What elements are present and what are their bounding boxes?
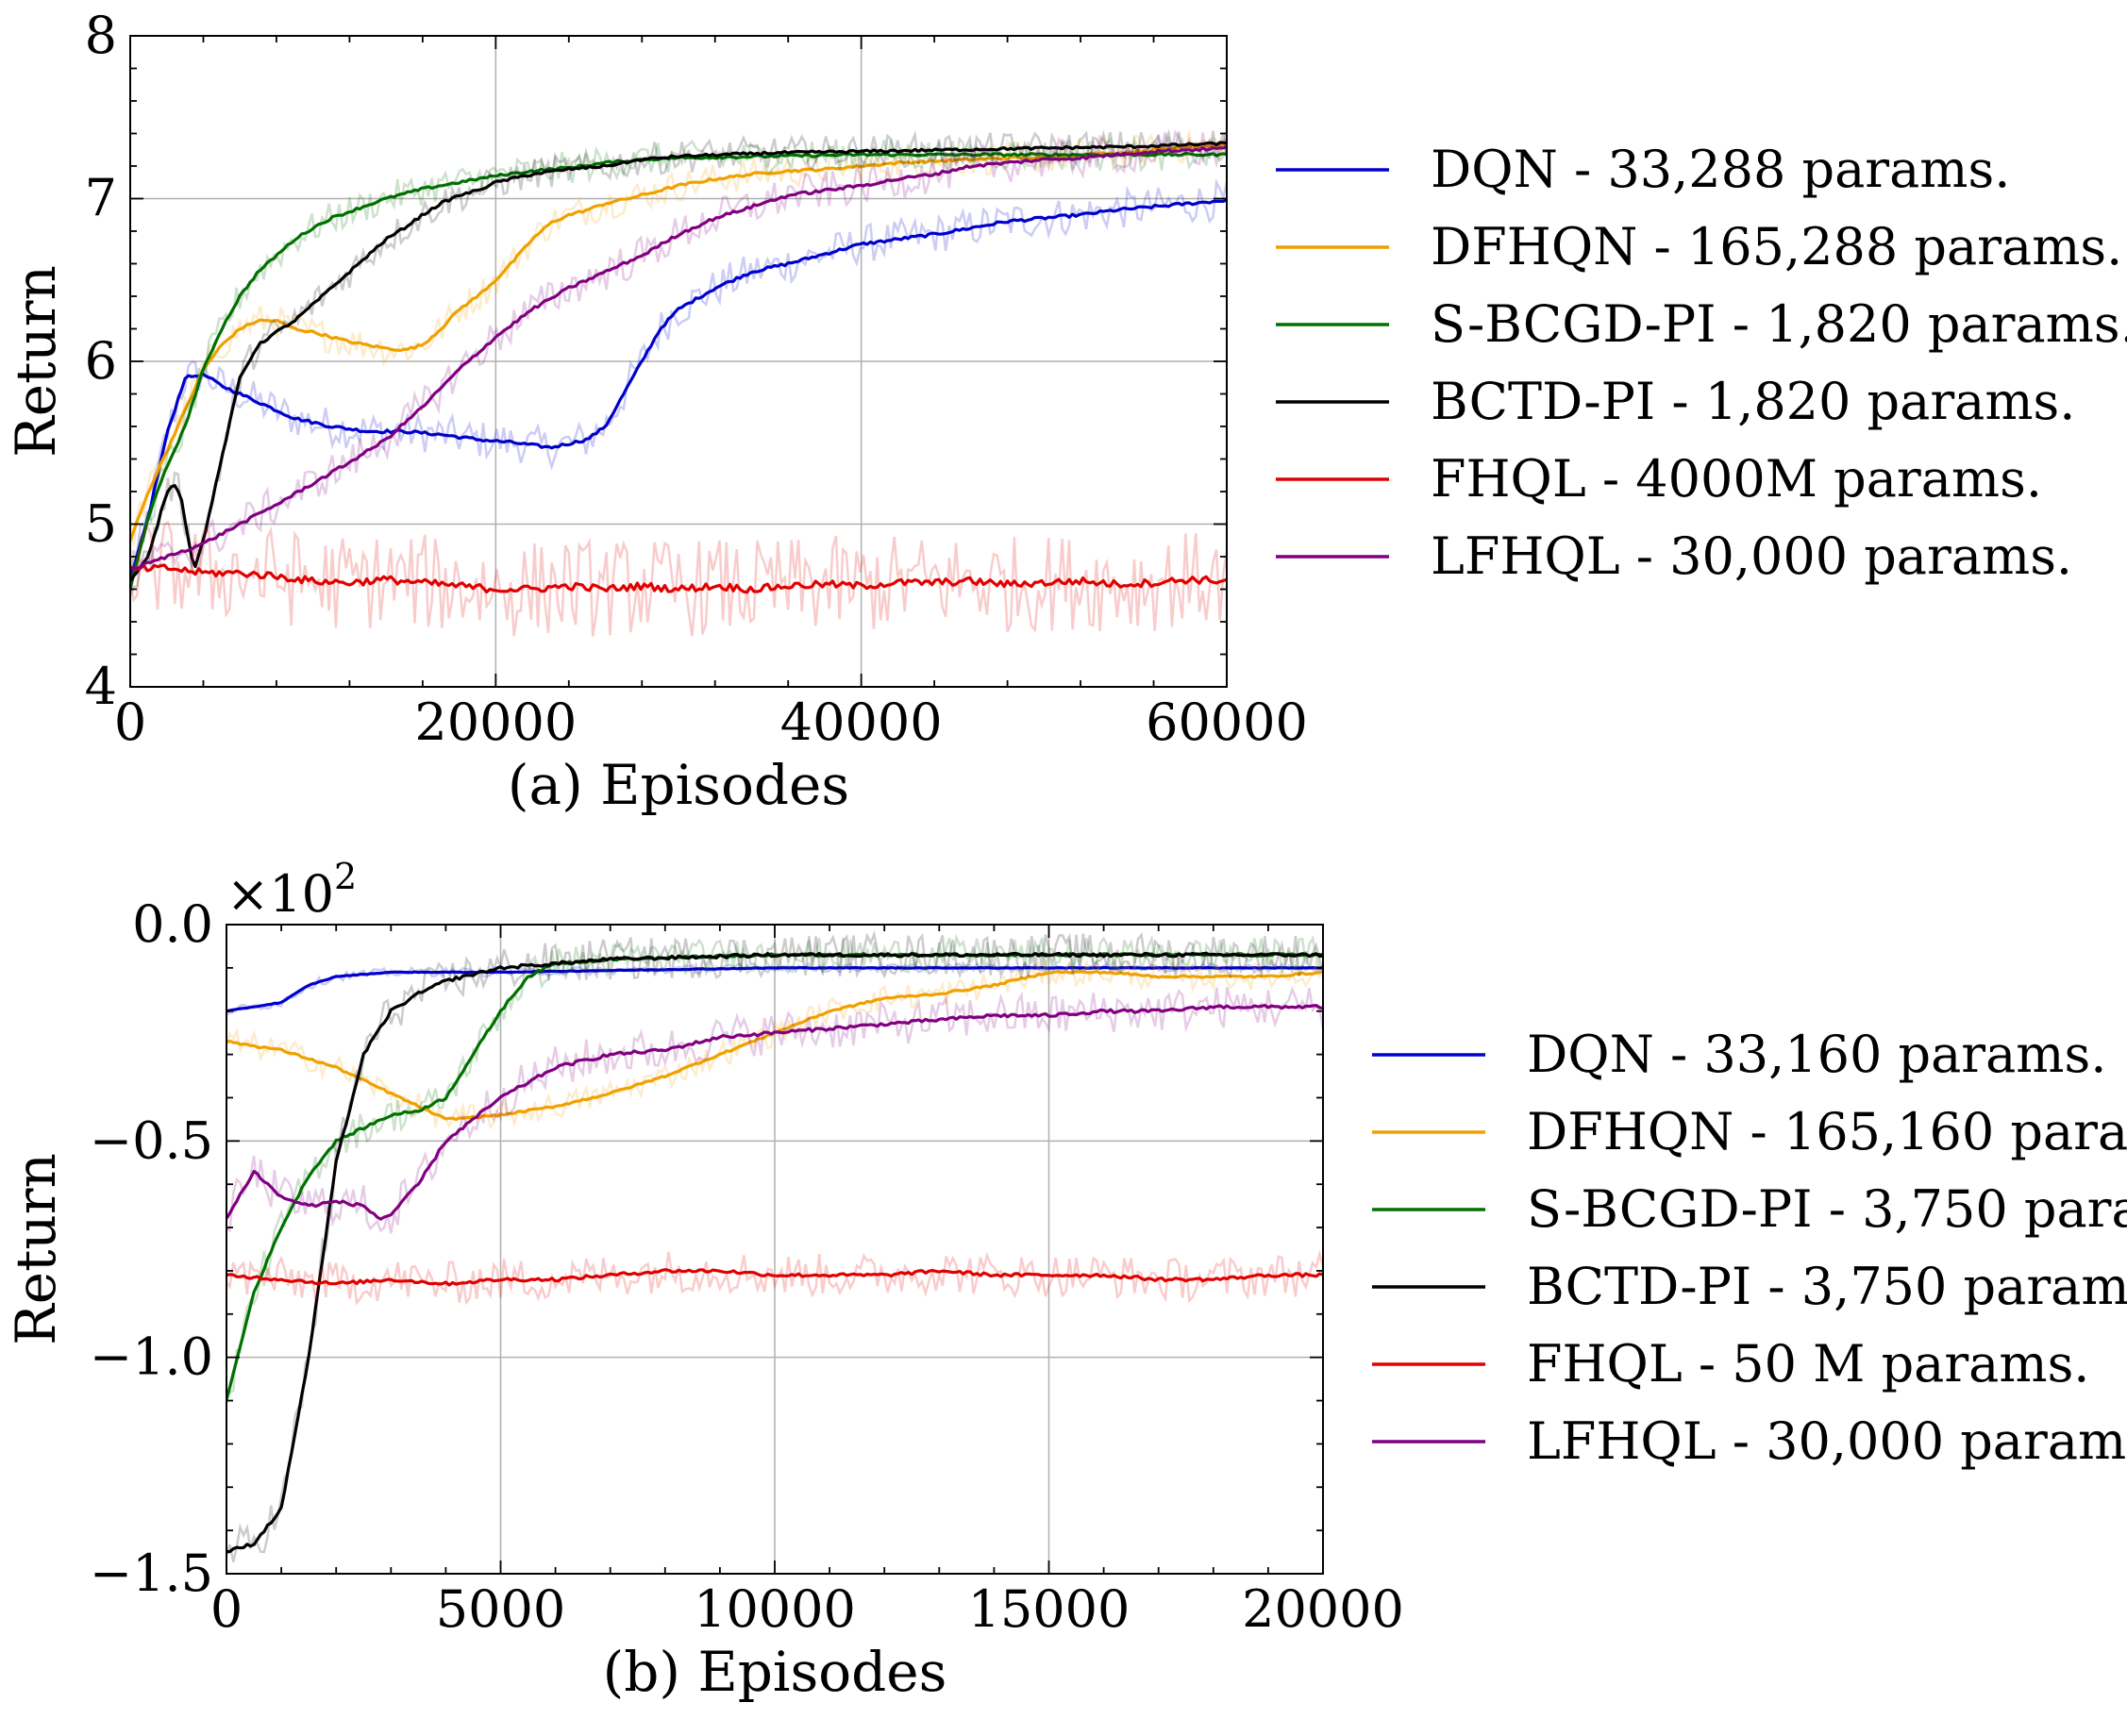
series-line-5 [130, 563, 1227, 594]
y-tick-label: 4 [85, 657, 117, 716]
y-tick-label: 6 [85, 331, 117, 391]
series-line-4 [226, 951, 1323, 1554]
x-tick-label: 20000 [414, 693, 577, 752]
series-band-4 [130, 128, 1227, 597]
x-tick-label: 40000 [780, 693, 943, 752]
legend-entry: BCTD-PI - 3,750 params. [1527, 1257, 2127, 1316]
x-tick-label: 60000 [1146, 693, 1308, 752]
legend: DQN - 33,160 params. DFHQN - 165,160 para… [1372, 1025, 2127, 1471]
series-line-1 [130, 198, 1227, 581]
legend-entry: S-BCGD-PI - 1,820 params. [1431, 294, 2127, 354]
y-tick-label: −1.5 [90, 1544, 213, 1603]
series-line-6 [130, 145, 1227, 572]
x-axis-label: (b) Episodes [603, 1640, 947, 1704]
plot-area [130, 128, 1227, 637]
y-tick-label: 5 [85, 494, 117, 554]
axis-scale-exponent: 2 [334, 856, 357, 897]
legend-entry: LFHQL - 30,000 params. [1527, 1411, 2127, 1471]
legend-entry: FHQL - 50 M params. [1527, 1334, 2089, 1394]
x-tick-label: 5000 [436, 1579, 565, 1639]
x-tick-label: 15000 [968, 1579, 1130, 1639]
series-line-6 [226, 1003, 1323, 1221]
legend-entry: BCTD-PI - 1,820 params. [1431, 372, 2075, 431]
axis-ticks [129, 35, 1228, 688]
panel-b-chart: 0 5000 10000 15000 20000 −1.5 −1.0 −0.5 0.0 (b) E… [4, 856, 2127, 1704]
x-tick-label: 0 [210, 1579, 243, 1639]
legend-entry: DQN - 33,288 params. [1431, 140, 2010, 199]
axis-scale-factor: ×102 [226, 856, 357, 924]
series-line-4 [130, 141, 1227, 582]
legend: DQN - 33,288 params. DFHQN - 165,288 para… [1276, 140, 2127, 586]
series-band-4 [226, 930, 1323, 1562]
y-axis-label: Return [4, 265, 68, 458]
y-tick-label: 8 [85, 6, 117, 65]
series-line-2 [130, 142, 1227, 542]
series-line-5 [226, 1268, 1323, 1287]
y-tick-label: −1.0 [90, 1327, 213, 1387]
plot-area [226, 930, 1323, 1562]
legend-entry: S-BCGD-PI - 3,750 params. [1527, 1179, 2127, 1239]
series-line-1 [226, 965, 1323, 1013]
x-tick-label: 10000 [694, 1579, 856, 1639]
axis-ticks [226, 924, 1324, 1575]
legend-entry: DFHQN - 165,160 params. [1527, 1102, 2127, 1161]
series-band-3 [130, 134, 1227, 579]
series-band-2 [226, 958, 1323, 1130]
grid [130, 36, 1227, 687]
x-axis-label: (a) Episodes [508, 753, 849, 817]
x-tick-label: 0 [114, 693, 146, 752]
series-band-2 [130, 130, 1227, 546]
x-tick-label: 20000 [1242, 1579, 1404, 1639]
y-axis-label: Return [4, 1153, 68, 1345]
legend-entry: DFHQN - 165,288 params. [1431, 217, 2122, 276]
series-band-5 [130, 520, 1227, 637]
y-tick-label: 0.0 [132, 894, 213, 954]
legend-entry: LFHQL - 30,000 params. [1431, 526, 2072, 586]
legend-entry: FHQL - 4000M params. [1431, 449, 2042, 509]
series-band-5 [226, 1249, 1323, 1306]
legend-entry: DQN - 33,160 params. [1527, 1025, 2106, 1084]
y-tick-label: −0.5 [90, 1110, 213, 1170]
panel-a-chart: 0 20000 40000 60000 4 5 6 7 8 (a) Episodes Return D… [4, 6, 2127, 817]
y-tick-label: 7 [85, 169, 117, 228]
